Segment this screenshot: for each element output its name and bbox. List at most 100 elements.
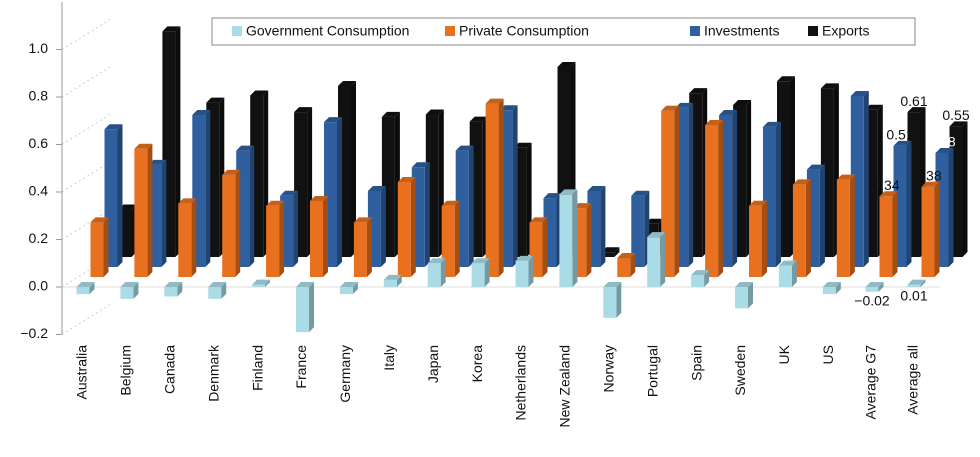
bar-top bbox=[208, 282, 227, 287]
bar-front bbox=[749, 205, 762, 277]
bar-side bbox=[396, 274, 402, 287]
bar-top bbox=[559, 189, 578, 195]
bar-front bbox=[647, 237, 661, 287]
bar-side bbox=[454, 200, 460, 277]
bar bbox=[836, 174, 855, 277]
bar-top bbox=[310, 196, 328, 201]
bar-top bbox=[118, 204, 137, 210]
bar-side bbox=[351, 81, 356, 257]
x-tick-label: Belgium bbox=[118, 345, 134, 396]
bar bbox=[208, 282, 227, 299]
bar-top bbox=[587, 186, 606, 191]
bar-top bbox=[294, 107, 313, 113]
bar-front bbox=[164, 287, 178, 297]
legend-box bbox=[211, 17, 916, 46]
data-label: 0.34 bbox=[872, 177, 899, 193]
bar bbox=[222, 169, 241, 277]
bar-top bbox=[631, 190, 650, 196]
x-tick-label: Average all bbox=[905, 345, 921, 415]
x-tick-label: France bbox=[293, 345, 309, 389]
x-tick-label: Canada bbox=[162, 345, 178, 394]
bar-side bbox=[484, 258, 490, 287]
bar-top bbox=[192, 110, 211, 115]
bar-side bbox=[380, 186, 386, 267]
bar bbox=[134, 143, 153, 277]
bar-side bbox=[293, 190, 299, 267]
bar-top bbox=[864, 104, 883, 110]
bar-side bbox=[103, 217, 109, 277]
bar-top bbox=[339, 282, 358, 287]
bar bbox=[778, 260, 797, 287]
bar-front bbox=[603, 287, 617, 318]
bar-top bbox=[485, 98, 504, 104]
bar-top bbox=[90, 217, 109, 223]
bar-top bbox=[749, 200, 767, 206]
bar-top bbox=[921, 181, 940, 187]
bar-side bbox=[175, 26, 181, 257]
bar-front bbox=[836, 179, 850, 277]
bar-side bbox=[748, 282, 753, 309]
bar bbox=[266, 200, 285, 277]
bar-side bbox=[265, 279, 271, 287]
bar-front bbox=[559, 194, 573, 287]
x-tick-label: Finland bbox=[249, 345, 265, 391]
bar bbox=[310, 196, 328, 277]
bar-top bbox=[822, 282, 841, 287]
bar-top bbox=[178, 198, 197, 204]
bar bbox=[515, 255, 534, 287]
bar bbox=[296, 282, 314, 333]
bar-top bbox=[471, 258, 490, 264]
y-tick-label: 0.0 bbox=[29, 278, 49, 294]
bar-top bbox=[324, 117, 342, 123]
x-tick-label: Sweden bbox=[732, 345, 748, 396]
bar-top bbox=[120, 282, 139, 287]
bar-side bbox=[249, 145, 255, 267]
bar-top bbox=[338, 81, 356, 86]
bar-top bbox=[661, 105, 680, 111]
bar-side bbox=[878, 282, 884, 292]
bar-front bbox=[485, 103, 499, 277]
bar bbox=[617, 253, 636, 277]
bar-front bbox=[515, 260, 529, 287]
bar-front bbox=[921, 186, 935, 277]
bar-front bbox=[266, 205, 280, 277]
y-tick-label: −0.2 bbox=[20, 325, 48, 341]
bar-side bbox=[600, 186, 606, 267]
bar-top bbox=[134, 143, 153, 149]
data-label: 0.01 bbox=[900, 288, 927, 304]
bar bbox=[705, 120, 724, 277]
bar bbox=[339, 282, 358, 295]
bar-side bbox=[688, 102, 694, 267]
bar-front bbox=[471, 263, 485, 287]
x-tick-label: Portugal bbox=[644, 345, 660, 397]
x-tick-label: Netherlands bbox=[513, 345, 529, 421]
x-tick-label: Korea bbox=[469, 345, 485, 383]
bar bbox=[397, 177, 416, 277]
bar-front bbox=[252, 284, 266, 287]
y-tick-label: 0.6 bbox=[29, 135, 49, 151]
bar-top bbox=[601, 247, 620, 253]
bar-top bbox=[893, 140, 912, 146]
bar-side bbox=[424, 162, 430, 267]
bar-top bbox=[515, 255, 534, 261]
bar-side bbox=[542, 217, 548, 277]
bar-top bbox=[469, 116, 488, 122]
bar-top bbox=[252, 279, 271, 285]
bar-side bbox=[221, 282, 227, 299]
bar-top bbox=[778, 260, 797, 266]
bar-top bbox=[104, 124, 123, 130]
bar-front bbox=[601, 252, 615, 257]
legend-swatch bbox=[690, 26, 700, 36]
bar-top bbox=[76, 282, 95, 287]
bar bbox=[164, 282, 183, 297]
bar-side bbox=[323, 196, 328, 277]
bar bbox=[879, 191, 898, 277]
bar-side bbox=[512, 105, 518, 267]
bar-side bbox=[791, 260, 797, 287]
bar-top bbox=[164, 282, 183, 287]
bar bbox=[178, 198, 197, 277]
bar-front bbox=[353, 222, 367, 277]
bar-side bbox=[630, 253, 636, 277]
bar bbox=[559, 189, 578, 287]
